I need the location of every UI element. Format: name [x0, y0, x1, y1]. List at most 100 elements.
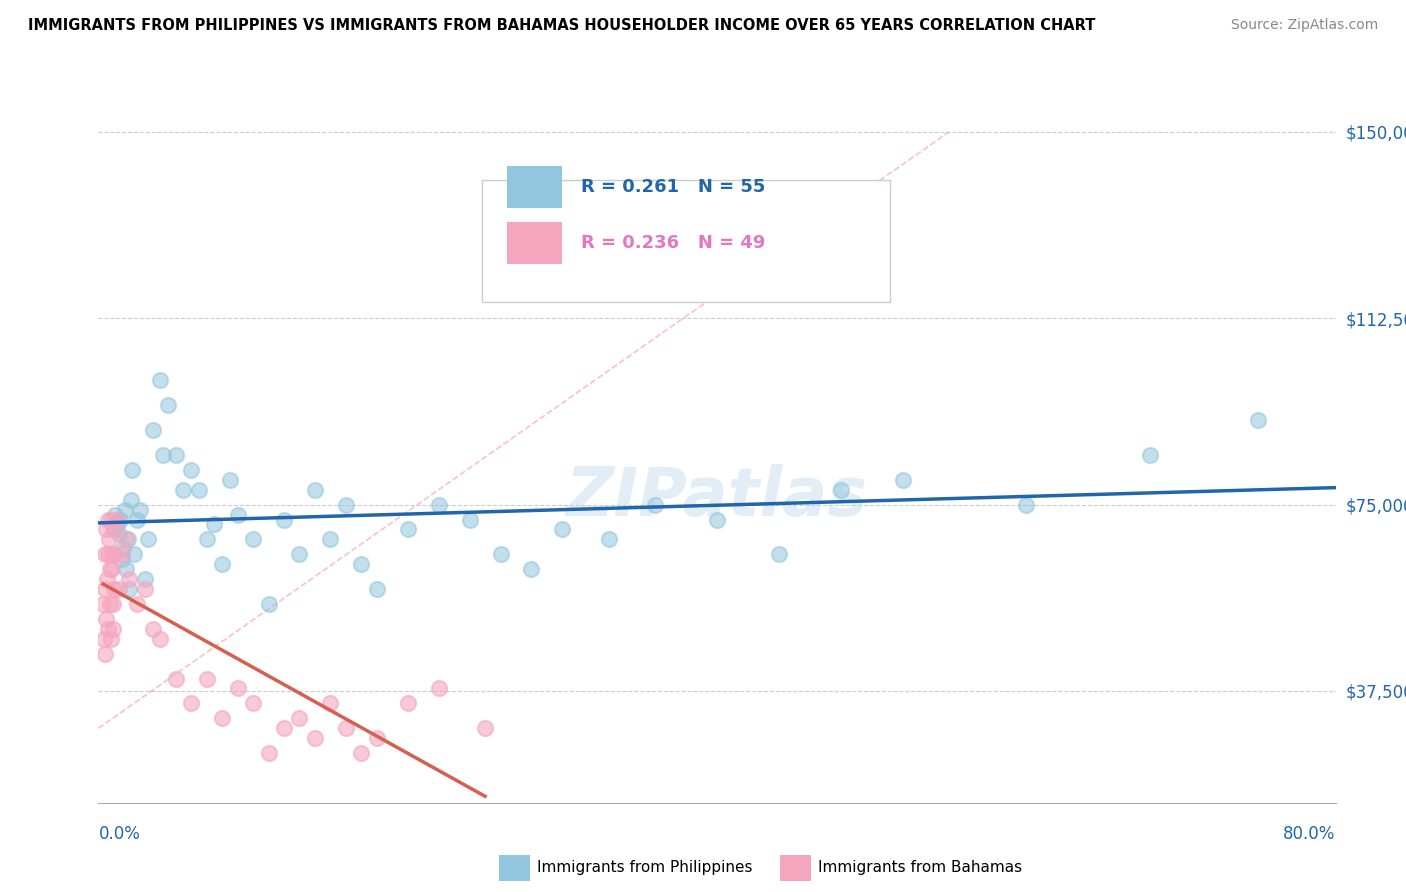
Point: [121, 463, 143, 477]
Text: ZIPatlas: ZIPatlas: [567, 464, 868, 530]
Point: [706, 512, 728, 526]
Point: [427, 681, 450, 696]
Point: [195, 533, 218, 547]
Point: [226, 681, 249, 696]
Point: [304, 483, 326, 497]
Point: [104, 508, 127, 522]
Point: [104, 547, 127, 561]
Point: [108, 512, 131, 526]
Point: [219, 473, 242, 487]
Point: [396, 697, 419, 711]
Point: [101, 622, 124, 636]
Point: [474, 721, 496, 735]
Point: [96, 523, 118, 537]
Point: [93, 547, 115, 561]
Point: [188, 483, 211, 497]
Point: [107, 582, 129, 596]
Point: [98, 597, 121, 611]
Point: [288, 711, 311, 725]
Point: [288, 547, 311, 561]
Point: [180, 463, 202, 477]
Point: [96, 572, 118, 586]
Point: [122, 547, 145, 561]
Point: [257, 597, 280, 611]
Point: [111, 547, 134, 561]
Point: [98, 533, 121, 547]
Point: [94, 647, 117, 661]
Point: [101, 562, 124, 576]
Point: [644, 498, 666, 512]
Point: [103, 523, 125, 537]
Point: [830, 483, 852, 497]
Point: [350, 558, 373, 572]
Point: [1139, 448, 1161, 462]
Point: [100, 632, 122, 646]
Point: [120, 492, 142, 507]
Point: [319, 697, 342, 711]
Point: [100, 512, 122, 526]
FancyBboxPatch shape: [482, 180, 890, 301]
Point: [458, 512, 481, 526]
Point: [157, 398, 180, 412]
Point: [427, 498, 450, 512]
Point: [107, 527, 129, 541]
Text: Immigrants from Philippines: Immigrants from Philippines: [537, 861, 752, 875]
Point: [273, 721, 295, 735]
Point: [97, 512, 120, 526]
Point: [93, 632, 115, 646]
Point: [91, 597, 114, 611]
Point: [396, 523, 419, 537]
Point: [152, 448, 174, 462]
Point: [195, 672, 218, 686]
Point: [366, 582, 388, 596]
Point: [127, 597, 149, 611]
Point: [1247, 413, 1270, 427]
Text: Source: ZipAtlas.com: Source: ZipAtlas.com: [1230, 18, 1378, 32]
Text: IMMIGRANTS FROM PHILIPPINES VS IMMIGRANTS FROM BAHAMAS HOUSEHOLDER INCOME OVER 6: IMMIGRANTS FROM PHILIPPINES VS IMMIGRANT…: [28, 18, 1095, 33]
Point: [520, 562, 543, 576]
Point: [226, 508, 249, 522]
Point: [127, 512, 149, 526]
Point: [768, 547, 790, 561]
Point: [489, 547, 512, 561]
Point: [304, 731, 326, 746]
Point: [114, 502, 136, 516]
Point: [129, 502, 152, 516]
Point: [211, 558, 233, 572]
Point: [103, 523, 125, 537]
Point: [94, 582, 117, 596]
Point: [118, 582, 141, 596]
Point: [173, 483, 195, 497]
Point: [211, 711, 233, 725]
Point: [319, 533, 342, 547]
Point: [149, 373, 172, 387]
Point: [598, 533, 620, 547]
Point: [134, 582, 156, 596]
Point: [115, 533, 138, 547]
Point: [165, 672, 187, 686]
Point: [105, 512, 128, 526]
Text: R = 0.261   N = 55: R = 0.261 N = 55: [581, 178, 765, 196]
Point: [97, 622, 120, 636]
Point: [136, 533, 159, 547]
Point: [142, 622, 165, 636]
Point: [350, 746, 373, 760]
Point: [551, 523, 574, 537]
Point: [115, 562, 138, 576]
Point: [180, 697, 202, 711]
Point: [112, 542, 135, 557]
Point: [101, 597, 124, 611]
Point: [242, 533, 264, 547]
Point: [891, 473, 914, 487]
Point: [366, 731, 388, 746]
Point: [103, 582, 125, 596]
Point: [97, 547, 120, 561]
Point: [100, 547, 122, 561]
Point: [117, 533, 139, 547]
Point: [96, 612, 118, 626]
Point: [204, 517, 226, 532]
Point: [142, 423, 165, 437]
Bar: [506, 166, 562, 208]
Point: [335, 498, 357, 512]
Text: 80.0%: 80.0%: [1284, 825, 1336, 843]
